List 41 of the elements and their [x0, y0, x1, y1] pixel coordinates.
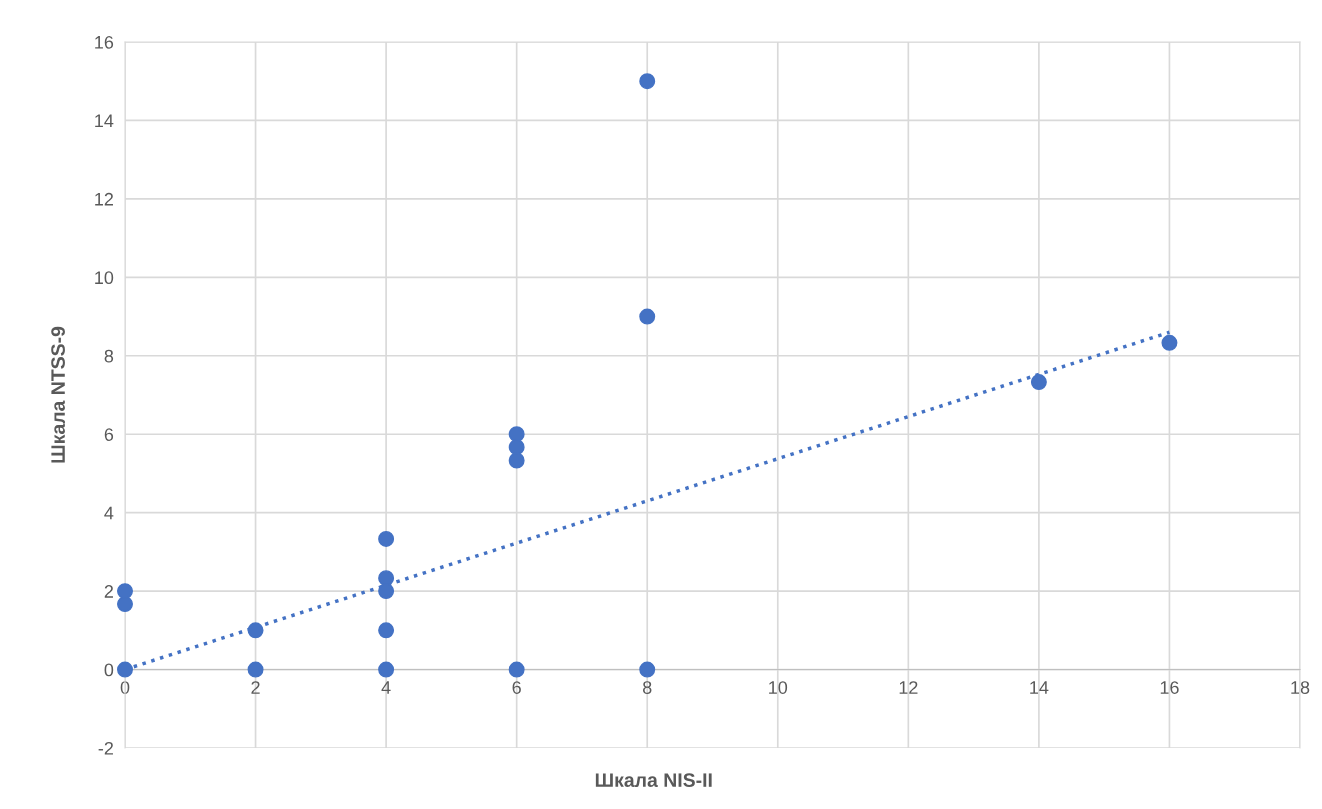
point	[378, 622, 395, 639]
point	[117, 583, 133, 600]
x-axis-title: Шкала NIS-II	[595, 773, 712, 787]
x-tick-label: 4	[381, 681, 391, 694]
x-tick-label: 0	[120, 681, 130, 694]
point	[247, 622, 264, 639]
point	[1030, 374, 1047, 391]
x-tick-label: 12	[899, 681, 918, 694]
point	[378, 583, 395, 600]
y-tick-label: 6	[104, 428, 114, 441]
y-tick-label: 0	[104, 663, 114, 677]
point	[639, 661, 656, 678]
y-tick-label: 2	[104, 585, 113, 598]
point	[1161, 334, 1178, 351]
x-tick-label: 6	[512, 681, 521, 694]
x-tick-label: 16	[1160, 681, 1179, 694]
point	[378, 570, 395, 587]
x-tick-label: 8	[642, 681, 652, 694]
x-tick-label: 18	[1291, 681, 1310, 694]
point	[508, 439, 525, 456]
y-tick-label: 10	[95, 271, 114, 285]
x-tick-label: 10	[769, 681, 788, 694]
point	[639, 73, 656, 90]
point	[639, 308, 656, 325]
y-axis-title: Шкала NTSS-9	[51, 326, 65, 463]
y-tick-label: 8	[104, 349, 114, 363]
y-tick-label: 12	[95, 192, 113, 206]
point	[117, 661, 133, 678]
point	[378, 661, 395, 678]
point	[508, 426, 525, 443]
point	[508, 452, 525, 469]
x-tick-label: 2	[251, 681, 260, 694]
y-tick-label: 16	[95, 35, 114, 49]
x-tick-label: 14	[1030, 681, 1049, 694]
y-tick-label: 14	[95, 114, 114, 127]
point	[508, 661, 525, 678]
point	[117, 596, 133, 613]
point	[378, 530, 395, 547]
y-tick-label: 4	[104, 506, 114, 520]
point	[247, 661, 264, 678]
y-tick-label: -2	[98, 741, 113, 755]
